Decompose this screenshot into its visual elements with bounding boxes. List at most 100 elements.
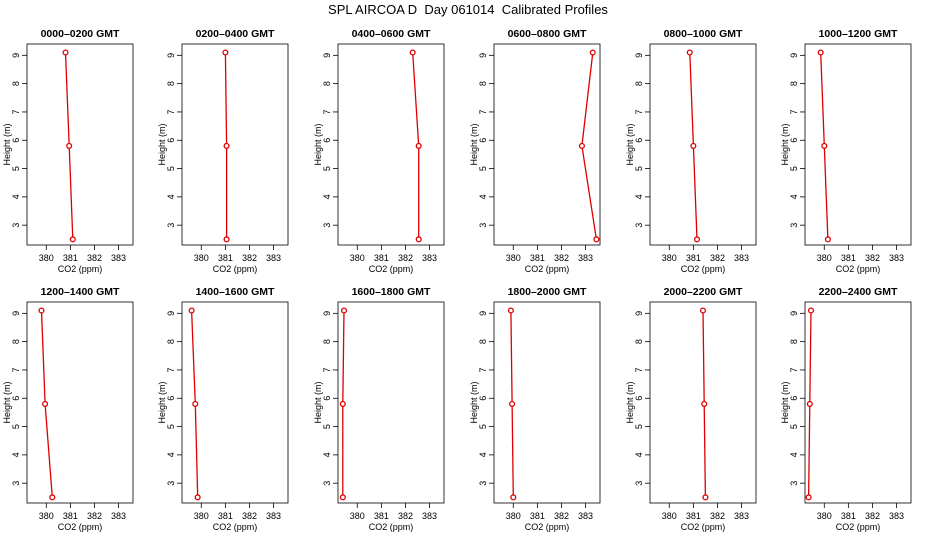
profile-point (701, 400, 708, 407)
x-tick-label: 382 (242, 511, 257, 521)
x-tick-label: 381 (374, 511, 389, 521)
profile-point (578, 142, 585, 149)
page-title: SPL AIRCOA D Day 061014 Calibrated Profi… (328, 2, 608, 17)
y-tick-label: 8 (166, 81, 176, 86)
y-tick-label: 7 (634, 109, 644, 114)
y-tick-label: 7 (634, 367, 644, 372)
y-tick-label: 9 (789, 53, 799, 58)
x-axis-label: CO2 (ppm) (836, 264, 881, 274)
y-tick-label: 7 (11, 367, 21, 372)
y-tick-label: 3 (11, 481, 21, 486)
y-tick-label: 5 (634, 166, 644, 171)
x-tick-label: 383 (734, 511, 749, 521)
profile-point (817, 49, 824, 56)
x-axis-label: CO2 (ppm) (525, 522, 570, 532)
y-tick-label: 3 (322, 481, 332, 486)
x-tick-label: 382 (87, 253, 102, 263)
y-tick-label: 9 (634, 53, 644, 58)
x-axis-label: CO2 (ppm) (213, 264, 258, 274)
y-tick-label: 3 (789, 223, 799, 228)
plot-frame (181, 301, 289, 504)
panel-title: 0800–1000 GMT (664, 28, 743, 40)
profile-point (222, 49, 229, 56)
y-tick-label: 4 (789, 194, 799, 199)
y-tick-label: 6 (634, 396, 644, 401)
x-tick-label: 382 (398, 511, 413, 521)
chart-panel: 1600–1800 GMT 380 381 382 383 3 4 5 6 7 8 9 CO2 (ppm… (313, 286, 445, 532)
y-tick-label: 4 (11, 452, 21, 457)
profile-point (807, 307, 815, 314)
panel-title: 0600–0800 GMT (508, 28, 587, 40)
y-tick-label: 4 (634, 194, 644, 199)
y-tick-label: 6 (11, 396, 21, 401)
profile-point (223, 236, 230, 243)
panel-title: 1200–1400 GMT (41, 286, 120, 298)
x-axis-label: CO2 (ppm) (58, 522, 103, 532)
y-tick-label: 3 (634, 481, 644, 486)
panel-title: 0400–0600 GMT (352, 28, 431, 40)
x-tick-label: 381 (218, 253, 233, 263)
x-tick-label: 381 (530, 253, 545, 263)
profile-point (49, 494, 56, 501)
y-tick-label: 5 (789, 424, 799, 429)
y-tick-label: 5 (322, 166, 332, 171)
profile-point (62, 49, 69, 56)
profile-point (686, 49, 693, 56)
x-tick-label: 383 (578, 253, 593, 263)
y-axis-label: Height (m) (469, 381, 479, 423)
x-tick-label: 382 (398, 253, 413, 263)
y-tick-label: 4 (478, 452, 488, 457)
profile-point (702, 494, 709, 501)
y-tick-label: 9 (322, 311, 332, 316)
y-tick-label: 4 (789, 452, 799, 457)
x-tick-label: 382 (554, 511, 569, 521)
panel-title: 1600–1800 GMT (352, 286, 431, 298)
profile-point (38, 307, 45, 314)
profile-point (194, 494, 201, 501)
plot-frame (804, 301, 912, 504)
y-axis-label: Height (m) (780, 123, 790, 165)
y-tick-label: 3 (478, 481, 488, 486)
y-tick-label: 5 (166, 424, 176, 429)
y-tick-label: 8 (11, 81, 21, 86)
x-tick-label: 383 (111, 511, 126, 521)
y-tick-label: 8 (478, 339, 488, 344)
x-tick-label: 380 (662, 511, 677, 521)
y-axis-label: Height (m) (625, 381, 635, 423)
y-tick-label: 6 (166, 138, 176, 143)
x-tick-label: 381 (686, 511, 701, 521)
profile-point (510, 494, 517, 501)
profile-point (223, 142, 230, 149)
profile-point (805, 494, 812, 501)
plot-frame (493, 43, 601, 246)
y-tick-label: 5 (11, 424, 21, 429)
y-tick-label: 8 (322, 339, 332, 344)
plot-frame (337, 301, 445, 504)
y-tick-label: 6 (166, 396, 176, 401)
y-tick-label: 7 (478, 367, 488, 372)
y-tick-label: 5 (166, 166, 176, 171)
x-tick-label: 380 (350, 511, 365, 521)
profile-point (806, 400, 813, 407)
y-tick-label: 4 (634, 452, 644, 457)
chart-panel: 0400–0600 GMT 380 381 382 383 3 4 5 6 7 8 9 CO2 (ppm… (313, 28, 445, 274)
x-tick-label: 381 (63, 253, 78, 263)
x-tick-label: 383 (734, 253, 749, 263)
y-tick-label: 8 (634, 81, 644, 86)
y-tick-label: 8 (634, 339, 644, 344)
chart-panel: 0200–0400 GMT 380 381 382 383 3 4 5 6 7 8 9 CO2 (ppm… (157, 28, 289, 274)
y-tick-label: 7 (322, 367, 332, 372)
y-tick-label: 7 (166, 109, 176, 114)
x-tick-label: 383 (578, 511, 593, 521)
x-tick-label: 381 (530, 511, 545, 521)
plot-frame (804, 43, 912, 246)
panel-title: 1800–2000 GMT (508, 286, 587, 298)
x-tick-label: 383 (422, 511, 437, 521)
x-tick-label: 380 (39, 253, 54, 263)
y-tick-label: 5 (789, 166, 799, 171)
profile-point (339, 494, 346, 501)
y-tick-label: 9 (166, 311, 176, 316)
x-axis-label: CO2 (ppm) (681, 522, 726, 532)
y-tick-label: 7 (166, 367, 176, 372)
